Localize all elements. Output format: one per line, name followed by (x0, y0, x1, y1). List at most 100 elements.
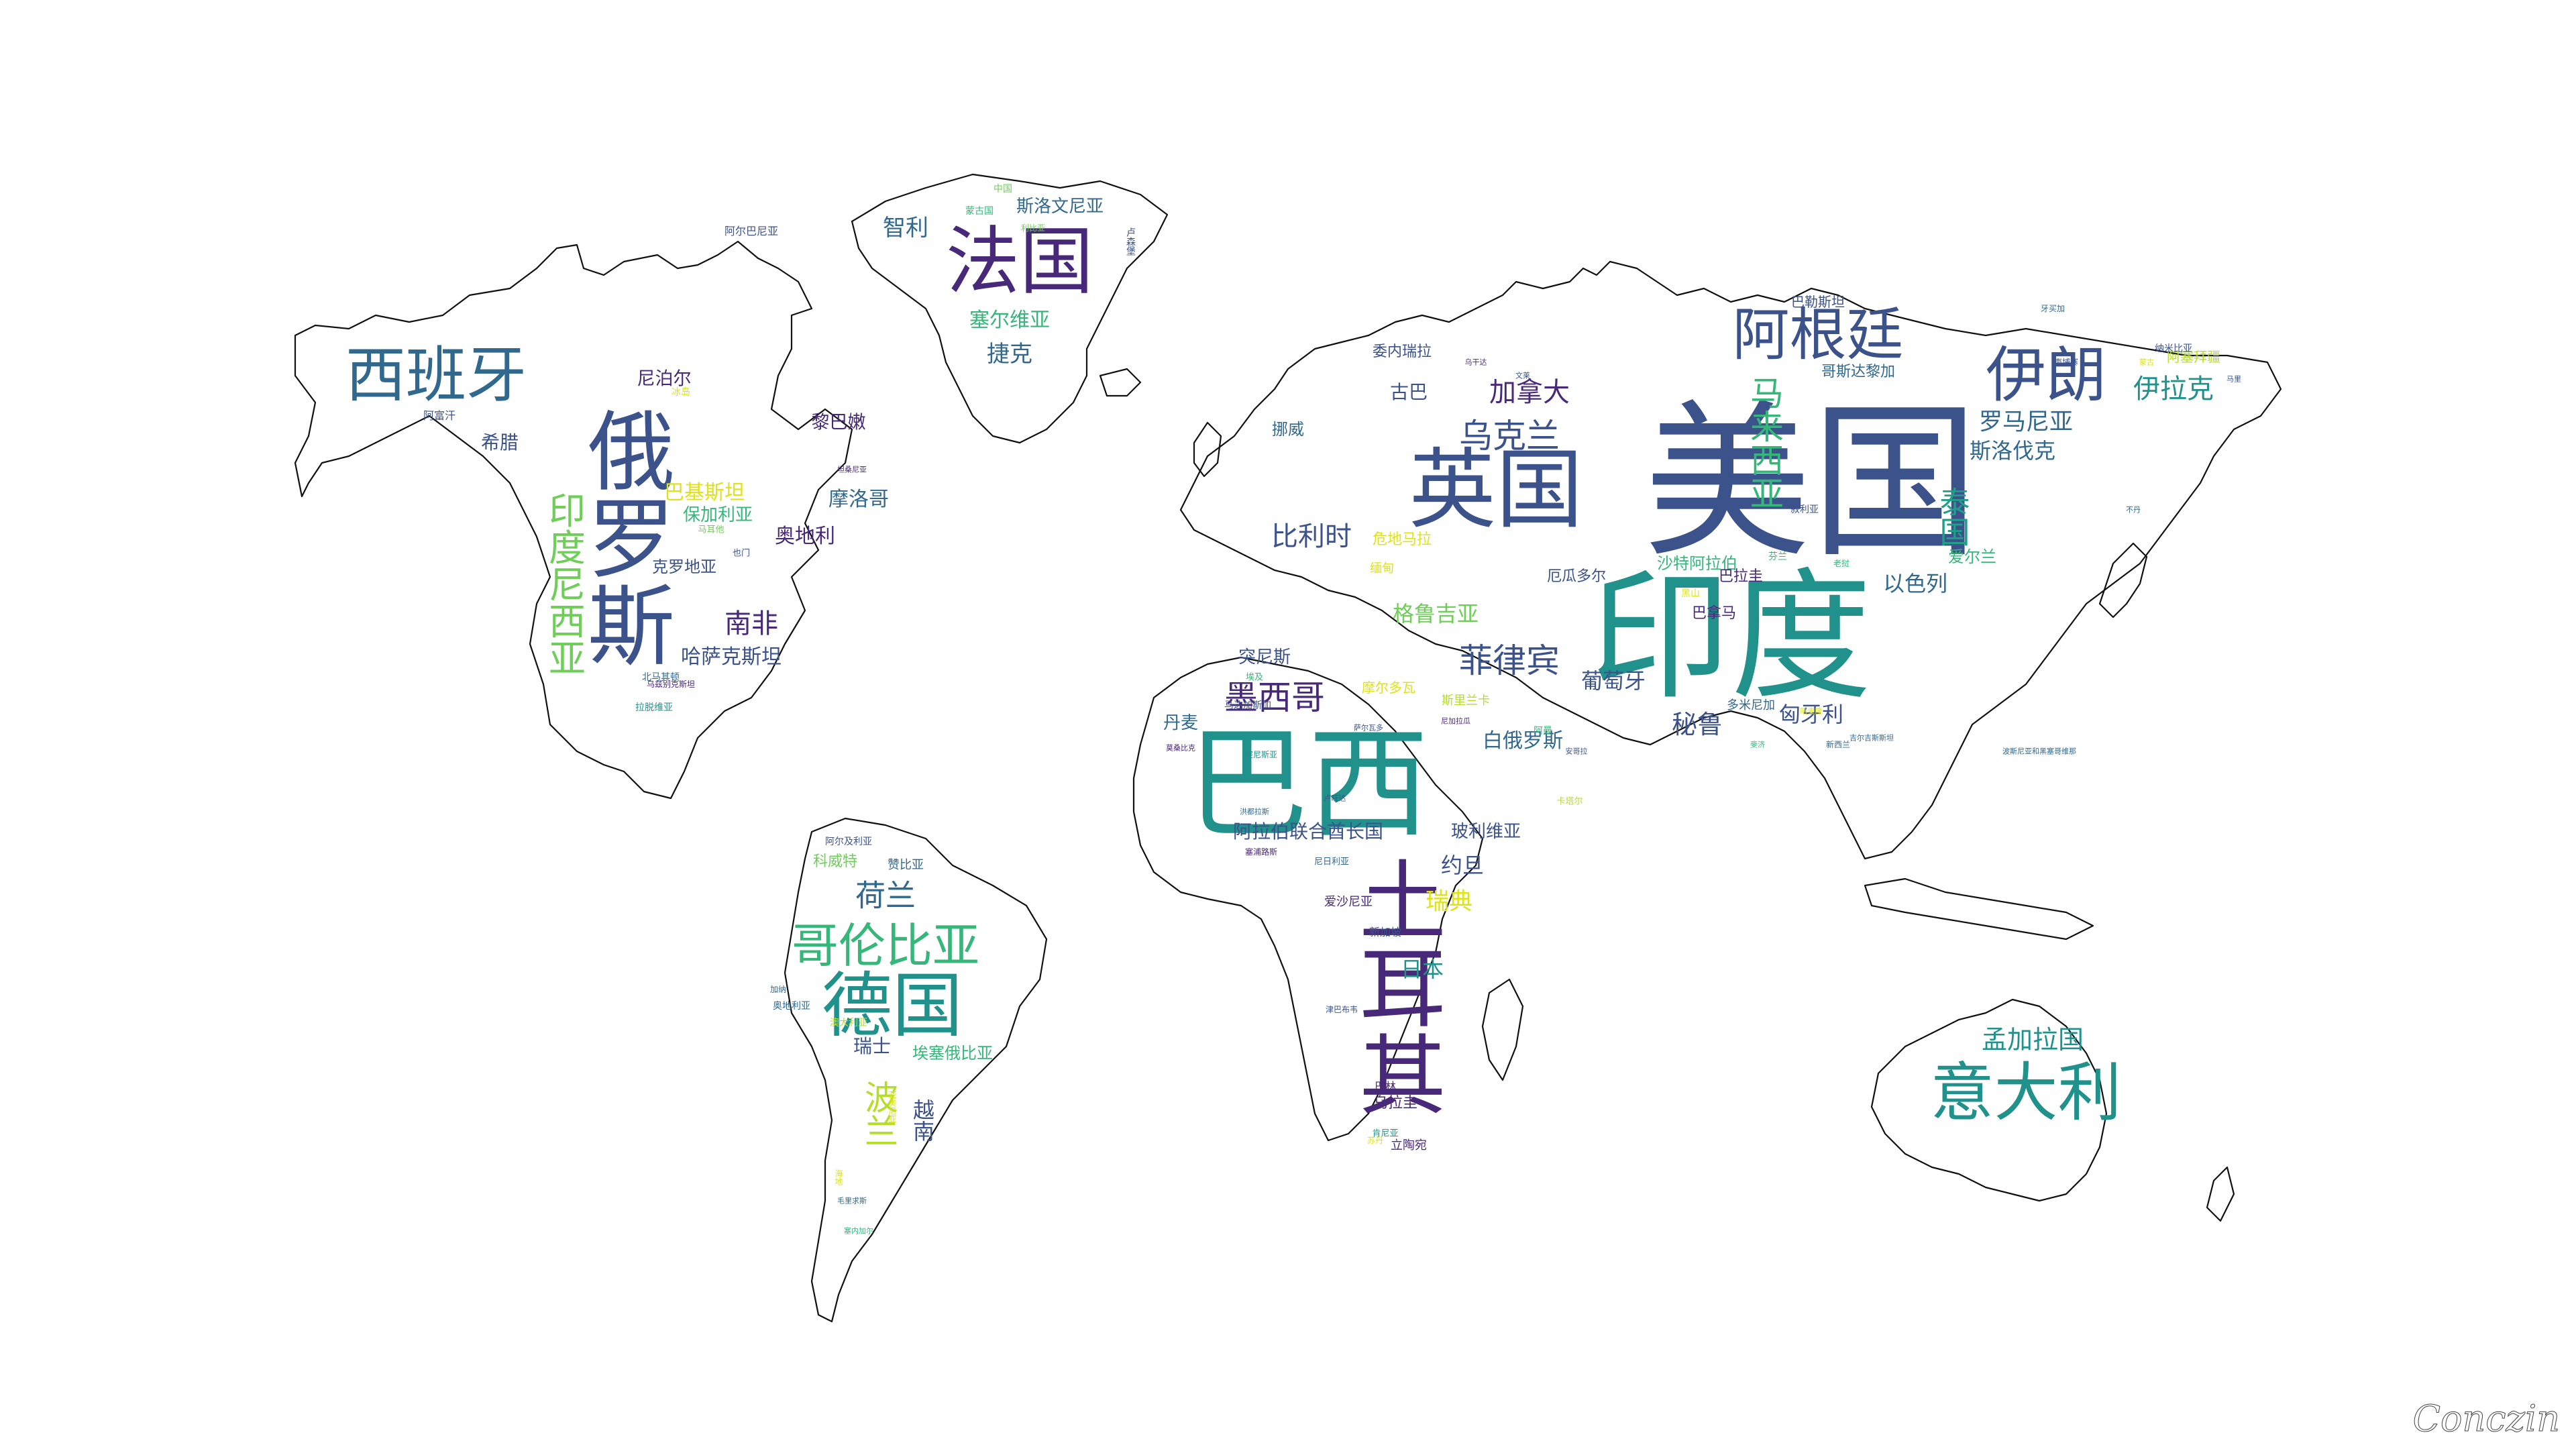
word-cloud-word: 比利时 (1271, 521, 1352, 552)
word-cloud-word: 阿富汗 (423, 409, 456, 422)
word-cloud-word: 蒙古国 (965, 206, 994, 217)
word-cloud-word: 英国 (1408, 439, 1584, 541)
word-cloud-word: 斯里兰卡 (1442, 694, 1490, 708)
word-cloud-word: 冰岛 (672, 387, 690, 398)
word-cloud-word: 吉尔吉斯斯坦 (1849, 733, 1894, 743)
word-cloud-word: 北马其顿 (642, 672, 680, 683)
word-cloud-word: 安哥拉 (1565, 747, 1588, 756)
word-cloud-word: 利比亚 (1020, 223, 1046, 233)
indonesia-outline (1864, 877, 2094, 941)
word-cloud-word: 不丹 (2126, 505, 2141, 515)
word-cloud-word: 智利 (883, 215, 928, 241)
word-cloud-word: 摩洛哥 (828, 488, 889, 511)
australia-outline (1870, 998, 2108, 1202)
word-cloud-word: 危地马拉 (1372, 531, 1432, 548)
word-cloud-word: 葡萄牙 (1580, 668, 1646, 694)
word-cloud-word: 苏丹 (1366, 1136, 1384, 1145)
word-cloud-word: 沙特阿拉伯 (1657, 554, 1737, 573)
word-cloud-word: 玻利维亚 (1450, 822, 1521, 842)
word-cloud-word: 纳米比亚 (2155, 343, 2192, 354)
word-cloud-word: 捷克 (987, 341, 1032, 368)
word-cloud-word: 爱尔兰 (1948, 547, 1996, 566)
word-cloud-word: 巴基斯坦 (664, 481, 745, 504)
word-cloud-word: 日本 (1400, 957, 1444, 982)
word-cloud-word: 意大利 (1930, 1056, 2122, 1130)
word-cloud-word: 罗马尼亚 (1978, 409, 2074, 436)
word-cloud-word: 蒙古 (2139, 358, 2154, 367)
word-cloud-word: 摩尔多瓦 (1362, 680, 1415, 696)
word-cloud-word: 印度 (1589, 555, 1872, 719)
word-cloud-word: 越南 (910, 1099, 935, 1142)
africa-outline (1132, 656, 1484, 1142)
word-cloud-word: 古巴 (1389, 381, 1428, 403)
word-cloud-word: 尼日利亚 (1313, 857, 1350, 867)
word-cloud-word: 巴拿马 (1691, 605, 1737, 622)
word-cloud-word: 立陶宛 (1391, 1138, 1427, 1152)
word-cloud-word: 厄瓜多尔 (1546, 568, 1607, 585)
word-cloud-word: 缅甸 (1370, 561, 1394, 576)
word-cloud-word: 赞比亚 (888, 858, 924, 872)
word-cloud-word: 美国 (1644, 385, 1979, 580)
word-cloud-word: 黎巴嫩 (811, 412, 866, 433)
word-cloud-word: 波兰 (859, 1080, 898, 1147)
word-cloud-word: 阿尔巴尼亚 (724, 225, 779, 237)
word-cloud-word: 阿塞拜疆 (2167, 349, 2220, 365)
new-zealand-outline (2206, 1166, 2235, 1222)
word-cloud-word: 墨西哥 (1224, 678, 1325, 717)
word-cloud-word: 老挝 (1833, 559, 1850, 568)
word-cloud-word: 阿曼 (1534, 726, 1552, 737)
word-cloud-word: 希腊 (480, 431, 519, 453)
word-cloud-word: 哥斯达黎加 (1821, 364, 1896, 380)
word-cloud-word: 黑山 (1681, 588, 1700, 599)
word-cloud-word: 斯洛文尼亚 (1016, 197, 1104, 217)
word-cloud-word: 塞尔维亚 (969, 309, 1050, 332)
japan-outline (2098, 542, 2148, 619)
word-cloud-word: 挪威 (1272, 420, 1304, 439)
word-cloud-word: 南非 (724, 608, 778, 639)
word-cloud-word: 伊拉克 (2133, 374, 2214, 405)
north-america-outline (294, 240, 853, 800)
word-cloud-word: 尼泊尔 (637, 368, 692, 390)
word-cloud-word: 哈萨克斯坦 (681, 645, 782, 669)
word-cloud-word: 斐济 (1750, 740, 1765, 749)
word-cloud-word: 突尼斯亚 (1244, 750, 1278, 759)
word-cloud-word: 伊朗 (1986, 340, 2106, 411)
word-cloud-word: 白俄罗斯 (1483, 729, 1563, 753)
word-cloud-word: 委内瑞拉 (1372, 343, 1432, 360)
word-cloud-word: 乌兹别克斯坦 (646, 680, 696, 689)
word-cloud-word: 坦桑尼亚 (837, 465, 867, 474)
word-cloud-word: 突尼斯 (1238, 647, 1291, 667)
word-cloud-word: 中国 (994, 184, 1012, 195)
word-cloud-word: 马来西亚 (1745, 376, 1784, 510)
madagascar-outline (1481, 978, 1524, 1081)
word-cloud-word: 巴西 (1187, 714, 1430, 855)
word-cloud-word: 澳大利亚 (830, 1018, 867, 1028)
word-cloud-word: 多米尼加 (1727, 698, 1775, 712)
word-cloud-word: 以色列 (1882, 571, 1948, 596)
word-cloud-word: 乌干达 (1464, 358, 1487, 367)
uk-outline (1193, 421, 1222, 478)
word-cloud-word: 塞内加尔 (844, 1226, 873, 1236)
word-cloud-word: 俄罗斯 (573, 406, 675, 667)
word-cloud-word: 瑞士 (853, 1035, 892, 1057)
word-cloud-word: 马达加斯加 (1224, 700, 1271, 711)
word-cloud-word: 巴拉圭 (1718, 568, 1764, 585)
word-cloud-word: 牙买加 (2040, 304, 2065, 313)
word-cloud-word: 巴林 (1374, 1080, 1397, 1093)
word-cloud-word: 匈牙利 (1778, 702, 1844, 727)
word-cloud-word: 尼加拉瓜 (1441, 716, 1470, 726)
word-cloud-word: 保加利亚 (682, 505, 753, 525)
word-cloud-word: 乌克兰 (1459, 417, 1560, 455)
word-cloud-word: 拉脱维亚 (635, 702, 673, 713)
word-cloud-word: 波斯尼亚和黑塞哥维那 (2002, 747, 2076, 756)
word-cloud-word: 加纳 (769, 985, 787, 994)
word-cloud-word: 法国 (946, 219, 1093, 305)
word-cloud-word: 津巴布韦 (1325, 1005, 1358, 1014)
word-cloud-word: 乌拉圭 (1373, 1095, 1418, 1112)
word-cloud-word: 奥地利亚 (773, 1001, 810, 1012)
word-cloud-word: 加拿大 (1489, 377, 1570, 408)
word-cloud-word: 卡塔尔 (1556, 796, 1583, 807)
word-cloud-word: 德国 (821, 965, 963, 1047)
